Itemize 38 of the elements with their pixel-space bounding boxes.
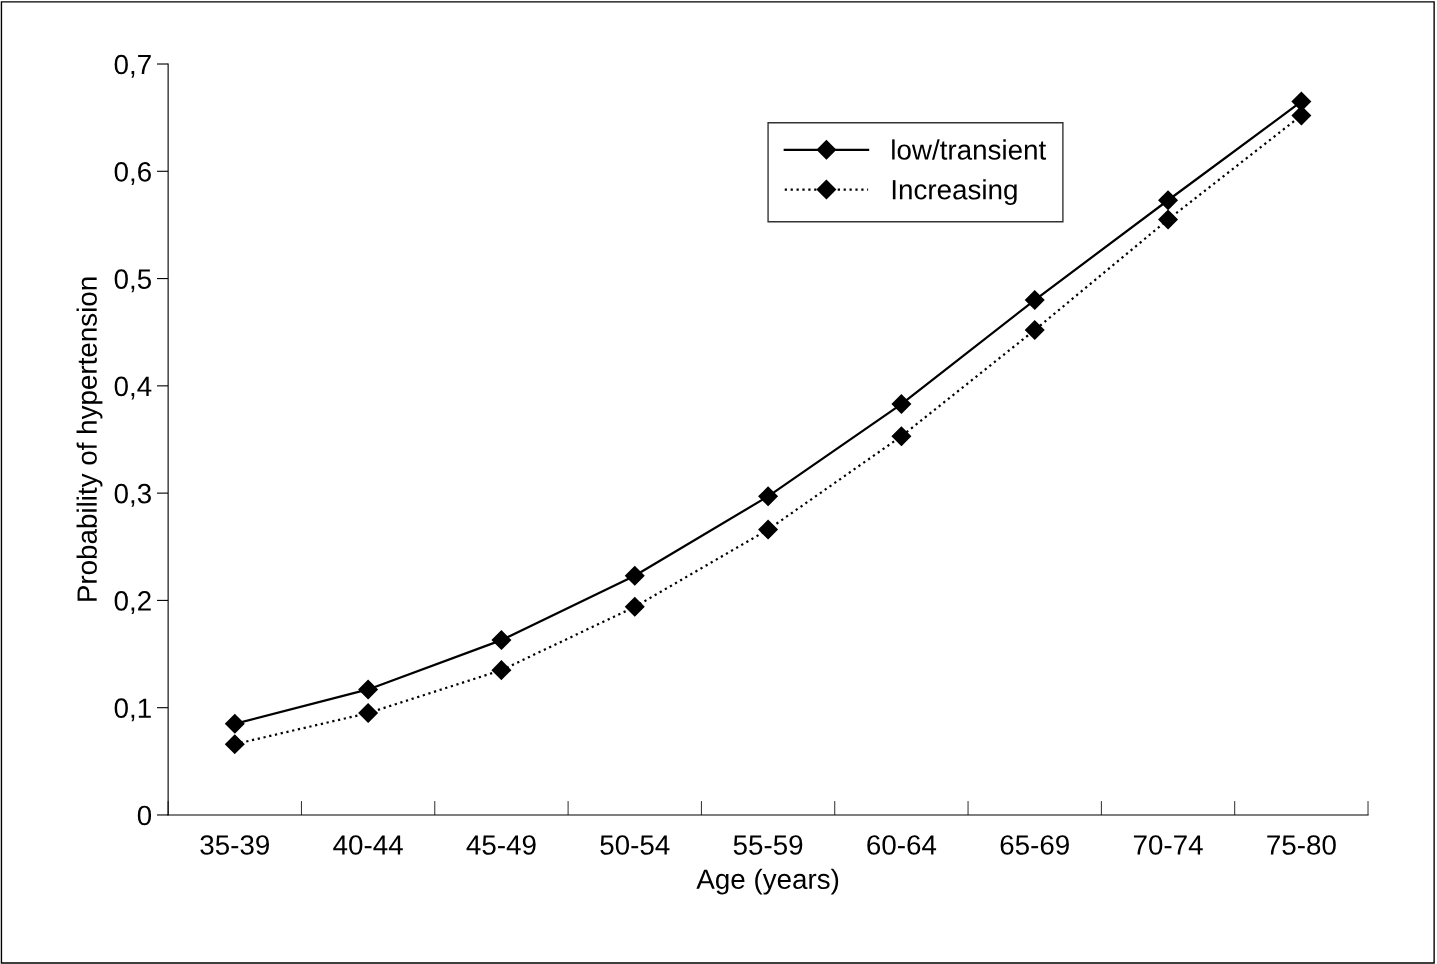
y-tick-label: 0,6 — [114, 161, 151, 185]
point — [625, 566, 645, 586]
y-tick-label: 0,2 — [114, 591, 151, 615]
legend-label: Increasing — [892, 179, 1017, 206]
x-tick-label: 55-59 — [733, 835, 803, 855]
x-tick-label: 40-44 — [333, 835, 403, 855]
y-tick-label: 0,1 — [114, 698, 151, 722]
point — [1291, 105, 1312, 126]
y-tick-label: 0,3 — [114, 483, 151, 507]
point — [225, 734, 245, 754]
legend-label: low/transient — [892, 139, 1047, 160]
point — [225, 714, 245, 734]
y-tick-label: 0,5 — [114, 269, 151, 293]
point — [1025, 290, 1045, 310]
point — [891, 394, 912, 414]
x-tick-label: 75-80 — [1267, 835, 1336, 855]
x-tick-label: 65-69 — [1000, 835, 1069, 855]
point — [758, 486, 778, 507]
y-tick-label: 0 — [137, 805, 152, 826]
point — [1158, 209, 1178, 230]
y-tick-label: 0,4 — [114, 376, 152, 400]
x-tick-label: 35-39 — [200, 835, 269, 855]
x-tick-label: 45-49 — [466, 835, 536, 855]
point — [358, 679, 378, 700]
point — [491, 660, 512, 680]
point — [758, 519, 778, 540]
x-axis-title: Age (years) — [696, 868, 839, 895]
point — [891, 426, 912, 446]
y-tick-label: 0,7 — [114, 54, 151, 78]
x-tick-label: 50-54 — [600, 835, 670, 855]
x-tick-label: 70-74 — [1133, 835, 1203, 855]
x-tick-label: 60-64 — [867, 835, 937, 855]
point — [491, 630, 512, 650]
point — [358, 703, 378, 723]
y-axis-title: Probability of hypertension — [76, 277, 103, 601]
point — [1158, 190, 1178, 210]
point — [625, 597, 645, 617]
point — [1025, 320, 1045, 340]
